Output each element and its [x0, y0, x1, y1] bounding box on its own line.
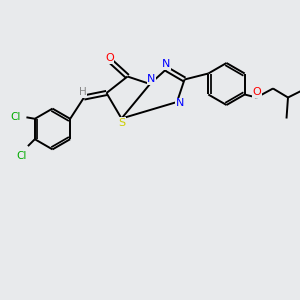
- Text: S: S: [118, 118, 125, 128]
- Text: O: O: [105, 53, 114, 64]
- Text: O: O: [253, 87, 262, 97]
- Text: Cl: Cl: [10, 112, 20, 122]
- Text: Cl: Cl: [16, 151, 26, 161]
- Text: N: N: [147, 74, 156, 85]
- Text: H: H: [79, 87, 86, 97]
- Text: N: N: [162, 59, 171, 70]
- Text: N: N: [176, 98, 184, 109]
